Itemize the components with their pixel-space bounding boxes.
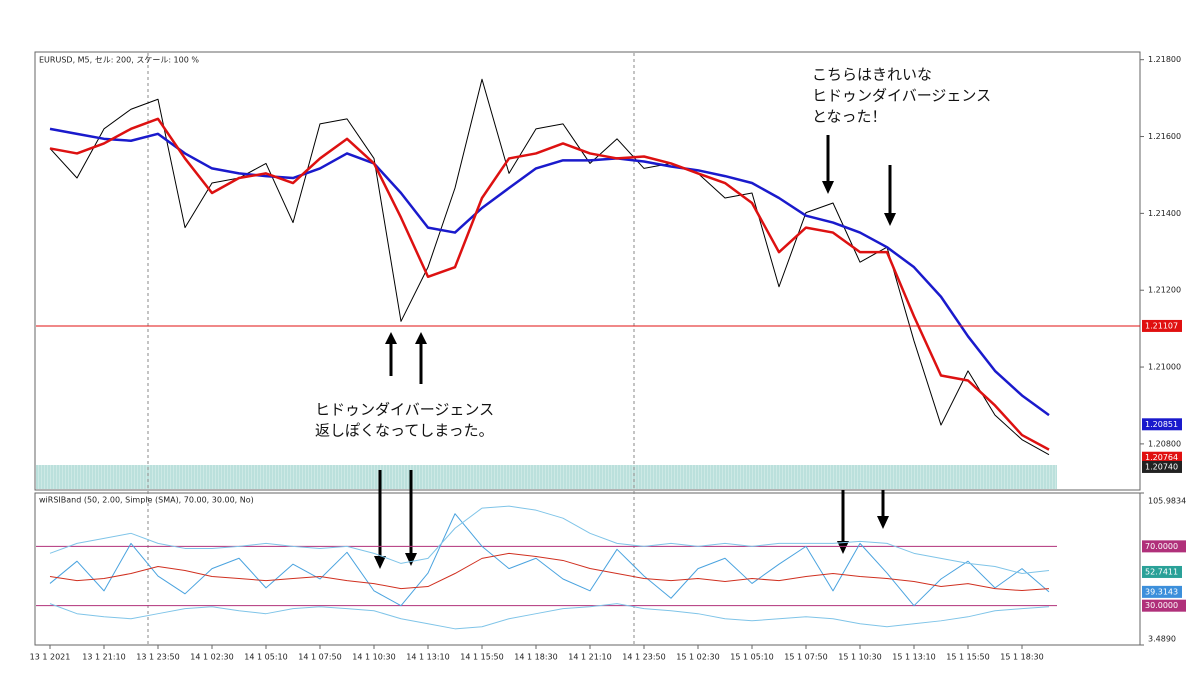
y-tick-label: 1.20800 bbox=[1148, 439, 1181, 448]
x-tick-label: 13 1 2021 bbox=[30, 653, 71, 662]
x-tick-label: 15 1 15:50 bbox=[946, 653, 989, 662]
price-panel bbox=[34, 51, 1141, 491]
level-label-bg bbox=[1142, 599, 1186, 612]
price-label-bg bbox=[1142, 319, 1182, 332]
level-label: 30.0000 bbox=[1145, 601, 1178, 610]
x-tick-label: 15 1 07:50 bbox=[784, 653, 827, 662]
x-tick-label: 14 1 10:30 bbox=[352, 653, 395, 662]
x-tick-label: 14 1 18:30 bbox=[514, 653, 557, 662]
level-label-bg bbox=[1142, 540, 1186, 553]
series-line bbox=[49, 603, 1050, 630]
x-tick-label: 15 1 10:30 bbox=[838, 653, 881, 662]
series-line bbox=[49, 127, 1050, 417]
price-label: 1.20740 bbox=[1145, 462, 1178, 471]
x-tick-label: 14 1 13:10 bbox=[406, 653, 449, 662]
price-label: 1.20851 bbox=[1145, 420, 1178, 429]
indicator-title: wiRSIBand (50, 2.00, Simple (SMA), 70.00… bbox=[39, 496, 254, 505]
price-label-bg bbox=[1142, 451, 1182, 464]
price-label: 39.3143 bbox=[1145, 587, 1178, 596]
y-tick-label: 1.21400 bbox=[1148, 209, 1181, 218]
price-label-bg bbox=[1142, 585, 1182, 598]
y-tick-label: 1.21000 bbox=[1148, 363, 1181, 372]
x-tick-label: 13 1 23:50 bbox=[136, 653, 179, 662]
price-label-bg bbox=[1142, 565, 1182, 578]
x-tick-label: 14 1 21:10 bbox=[568, 653, 611, 662]
price-label: 1.21107 bbox=[1145, 321, 1178, 330]
y-tick-label: 1.21800 bbox=[1148, 55, 1181, 64]
price-label: 1.20764 bbox=[1145, 453, 1178, 462]
x-tick-label: 14 1 15:50 bbox=[460, 653, 503, 662]
x-tick-label: 14 1 05:10 bbox=[244, 653, 287, 662]
series-line bbox=[49, 513, 1050, 607]
volume-band bbox=[36, 465, 1057, 489]
series-line bbox=[49, 78, 1050, 456]
price-label: 52.7411 bbox=[1145, 567, 1178, 576]
y-tick-label: 1.21600 bbox=[1148, 132, 1181, 141]
y-tick-label: 3.4890 bbox=[1148, 635, 1176, 644]
rsi-panel bbox=[34, 492, 1141, 646]
x-tick-label: 14 1 23:50 bbox=[622, 653, 665, 662]
series-line bbox=[49, 505, 1050, 575]
x-tick-label: 15 1 18:30 bbox=[1000, 653, 1043, 662]
y-tick-label: 105.9834 bbox=[1148, 497, 1186, 506]
x-tick-label: 15 1 05:10 bbox=[730, 653, 773, 662]
series-line bbox=[49, 117, 1050, 451]
x-tick-label: 15 1 02:30 bbox=[676, 653, 719, 662]
x-tick-label: 14 1 02:30 bbox=[190, 653, 233, 662]
arrows bbox=[374, 135, 896, 569]
annotation: ヒドゥンダイバージェンス bbox=[315, 401, 494, 419]
annotation: こちらはきれいな bbox=[812, 66, 932, 84]
annotation: ヒドゥンダイバージェンス bbox=[812, 87, 991, 105]
level-label: 70.0000 bbox=[1145, 542, 1178, 551]
chart-title: EURUSD, M5, セル: 200, スケール: 100 % bbox=[39, 56, 199, 65]
price-label-bg bbox=[1142, 418, 1182, 431]
annotation: 返しぽくなってしまった。 bbox=[315, 422, 494, 440]
x-tick-label: 14 1 07:50 bbox=[298, 653, 341, 662]
price-label-bg bbox=[1142, 460, 1182, 473]
x-tick-label: 13 1 21:10 bbox=[82, 653, 125, 662]
y-tick-label: 1.21200 bbox=[1148, 286, 1181, 295]
x-tick-label: 15 1 13:10 bbox=[892, 653, 935, 662]
annotation: となった！ bbox=[812, 108, 887, 126]
series-line bbox=[49, 552, 1050, 592]
